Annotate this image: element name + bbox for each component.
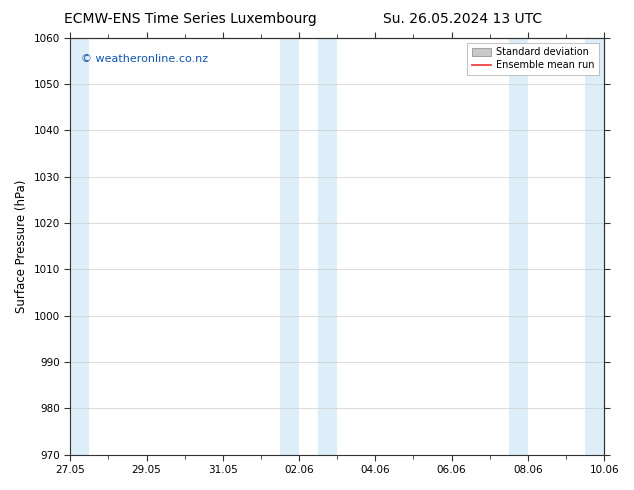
Bar — [280, 38, 299, 455]
Text: ECMW-ENS Time Series Luxembourg: ECMW-ENS Time Series Luxembourg — [64, 12, 316, 26]
Bar — [509, 38, 528, 455]
Y-axis label: Surface Pressure (hPa): Surface Pressure (hPa) — [15, 179, 28, 313]
Legend: Standard deviation, Ensemble mean run: Standard deviation, Ensemble mean run — [467, 43, 599, 75]
Text: © weatheronline.co.nz: © weatheronline.co.nz — [81, 54, 208, 64]
Text: Su. 26.05.2024 13 UTC: Su. 26.05.2024 13 UTC — [384, 12, 542, 26]
Bar — [70, 38, 89, 455]
Bar — [585, 38, 604, 455]
Bar — [318, 38, 337, 455]
